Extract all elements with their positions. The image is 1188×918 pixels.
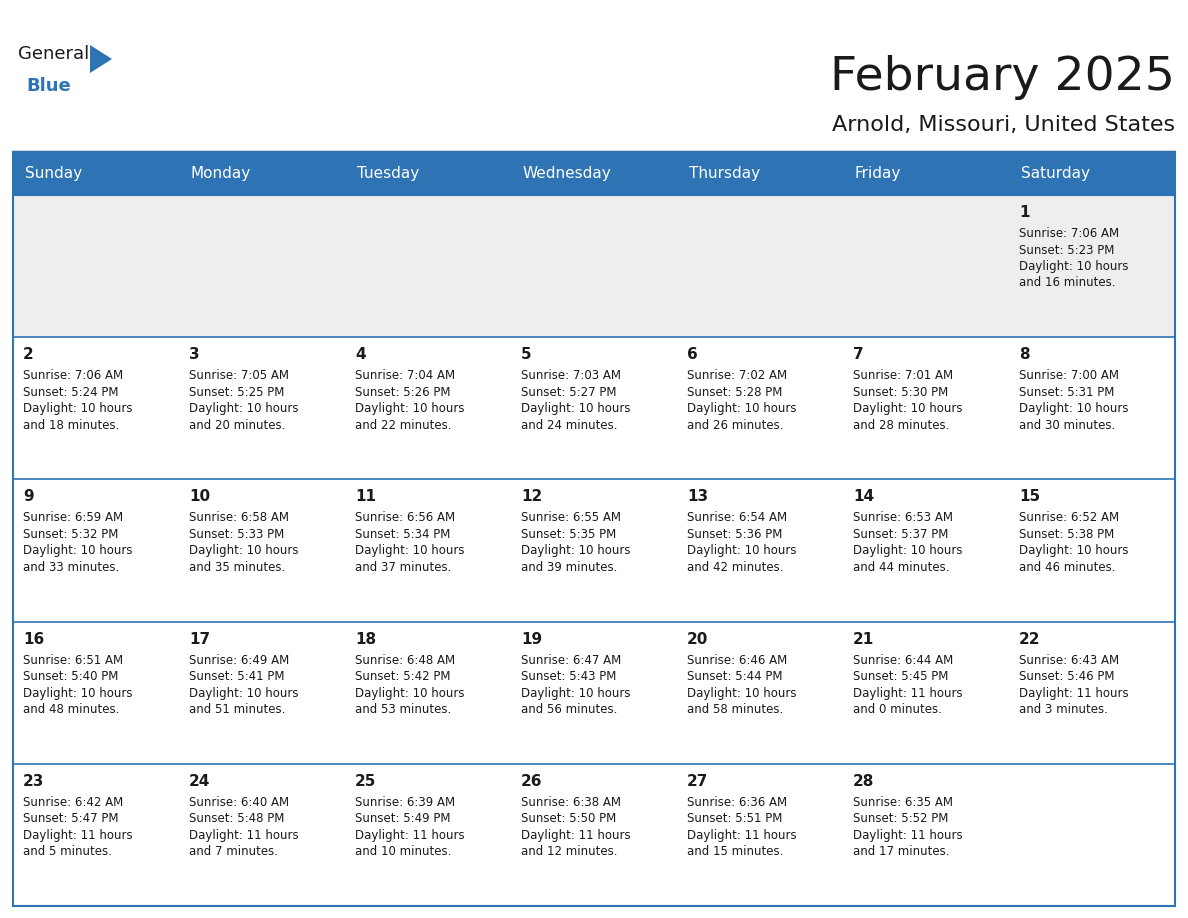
- Text: Sunrise: 7:04 AM
Sunset: 5:26 PM
Daylight: 10 hours
and 22 minutes.: Sunrise: 7:04 AM Sunset: 5:26 PM Dayligh…: [355, 369, 465, 431]
- Text: 1: 1: [1019, 205, 1030, 220]
- Text: Blue: Blue: [26, 77, 71, 95]
- Text: Sunrise: 6:35 AM
Sunset: 5:52 PM
Daylight: 11 hours
and 17 minutes.: Sunrise: 6:35 AM Sunset: 5:52 PM Dayligh…: [853, 796, 962, 858]
- Text: 27: 27: [687, 774, 708, 789]
- Text: Sunrise: 6:59 AM
Sunset: 5:32 PM
Daylight: 10 hours
and 33 minutes.: Sunrise: 6:59 AM Sunset: 5:32 PM Dayligh…: [23, 511, 133, 574]
- Text: 2: 2: [23, 347, 33, 363]
- Text: Saturday: Saturday: [1020, 166, 1091, 181]
- Text: Sunrise: 6:36 AM
Sunset: 5:51 PM
Daylight: 11 hours
and 15 minutes.: Sunrise: 6:36 AM Sunset: 5:51 PM Dayligh…: [687, 796, 797, 858]
- Text: 25: 25: [355, 774, 377, 789]
- Text: 4: 4: [355, 347, 366, 363]
- Text: Sunrise: 6:51 AM
Sunset: 5:40 PM
Daylight: 10 hours
and 48 minutes.: Sunrise: 6:51 AM Sunset: 5:40 PM Dayligh…: [23, 654, 133, 716]
- Text: Sunrise: 6:52 AM
Sunset: 5:38 PM
Daylight: 10 hours
and 46 minutes.: Sunrise: 6:52 AM Sunset: 5:38 PM Dayligh…: [1019, 511, 1129, 574]
- Bar: [13, 195, 1175, 337]
- Text: 13: 13: [687, 489, 708, 504]
- Text: 15: 15: [1019, 489, 1041, 504]
- Text: 3: 3: [189, 347, 200, 363]
- Text: 22: 22: [1019, 632, 1041, 646]
- Text: 11: 11: [355, 489, 375, 504]
- Text: Sunrise: 6:48 AM
Sunset: 5:42 PM
Daylight: 10 hours
and 53 minutes.: Sunrise: 6:48 AM Sunset: 5:42 PM Dayligh…: [355, 654, 465, 716]
- Bar: [13, 764, 1175, 906]
- Bar: [13, 337, 1175, 479]
- Text: Sunrise: 6:43 AM
Sunset: 5:46 PM
Daylight: 11 hours
and 3 minutes.: Sunrise: 6:43 AM Sunset: 5:46 PM Dayligh…: [1019, 654, 1129, 716]
- Bar: [13, 621, 1175, 764]
- Text: Arnold, Missouri, United States: Arnold, Missouri, United States: [832, 115, 1175, 135]
- Text: Friday: Friday: [855, 166, 902, 181]
- Text: 6: 6: [687, 347, 697, 363]
- Text: Tuesday: Tuesday: [358, 166, 419, 181]
- Text: 5: 5: [522, 347, 531, 363]
- Text: Sunrise: 6:44 AM
Sunset: 5:45 PM
Daylight: 11 hours
and 0 minutes.: Sunrise: 6:44 AM Sunset: 5:45 PM Dayligh…: [853, 654, 962, 716]
- Text: Sunrise: 7:06 AM
Sunset: 5:23 PM
Daylight: 10 hours
and 16 minutes.: Sunrise: 7:06 AM Sunset: 5:23 PM Dayligh…: [1019, 227, 1129, 289]
- Text: 8: 8: [1019, 347, 1030, 363]
- Text: Sunrise: 6:46 AM
Sunset: 5:44 PM
Daylight: 10 hours
and 58 minutes.: Sunrise: 6:46 AM Sunset: 5:44 PM Dayligh…: [687, 654, 796, 716]
- Text: February 2025: February 2025: [830, 55, 1175, 100]
- Text: Sunday: Sunday: [25, 166, 82, 181]
- Bar: [13, 152, 1175, 195]
- Text: 20: 20: [687, 632, 708, 646]
- Text: 12: 12: [522, 489, 542, 504]
- Text: 28: 28: [853, 774, 874, 789]
- Bar: [13, 479, 1175, 621]
- Text: 18: 18: [355, 632, 377, 646]
- Text: 21: 21: [853, 632, 874, 646]
- Text: Sunrise: 7:03 AM
Sunset: 5:27 PM
Daylight: 10 hours
and 24 minutes.: Sunrise: 7:03 AM Sunset: 5:27 PM Dayligh…: [522, 369, 631, 431]
- Text: 19: 19: [522, 632, 542, 646]
- Text: Sunrise: 6:47 AM
Sunset: 5:43 PM
Daylight: 10 hours
and 56 minutes.: Sunrise: 6:47 AM Sunset: 5:43 PM Dayligh…: [522, 654, 631, 716]
- Text: Sunrise: 7:05 AM
Sunset: 5:25 PM
Daylight: 10 hours
and 20 minutes.: Sunrise: 7:05 AM Sunset: 5:25 PM Dayligh…: [189, 369, 298, 431]
- Text: 16: 16: [23, 632, 44, 646]
- Text: 10: 10: [189, 489, 210, 504]
- Text: 23: 23: [23, 774, 44, 789]
- Text: Sunrise: 7:06 AM
Sunset: 5:24 PM
Daylight: 10 hours
and 18 minutes.: Sunrise: 7:06 AM Sunset: 5:24 PM Dayligh…: [23, 369, 133, 431]
- Text: Wednesday: Wednesday: [523, 166, 612, 181]
- Text: General: General: [18, 45, 89, 63]
- Text: 9: 9: [23, 489, 33, 504]
- Text: Sunrise: 6:40 AM
Sunset: 5:48 PM
Daylight: 11 hours
and 7 minutes.: Sunrise: 6:40 AM Sunset: 5:48 PM Dayligh…: [189, 796, 298, 858]
- Text: 24: 24: [189, 774, 210, 789]
- Text: Monday: Monday: [191, 166, 251, 181]
- Text: Sunrise: 6:58 AM
Sunset: 5:33 PM
Daylight: 10 hours
and 35 minutes.: Sunrise: 6:58 AM Sunset: 5:33 PM Dayligh…: [189, 511, 298, 574]
- Text: Sunrise: 7:02 AM
Sunset: 5:28 PM
Daylight: 10 hours
and 26 minutes.: Sunrise: 7:02 AM Sunset: 5:28 PM Dayligh…: [687, 369, 796, 431]
- Text: Sunrise: 6:49 AM
Sunset: 5:41 PM
Daylight: 10 hours
and 51 minutes.: Sunrise: 6:49 AM Sunset: 5:41 PM Dayligh…: [189, 654, 298, 716]
- Text: Sunrise: 6:39 AM
Sunset: 5:49 PM
Daylight: 11 hours
and 10 minutes.: Sunrise: 6:39 AM Sunset: 5:49 PM Dayligh…: [355, 796, 465, 858]
- Text: Sunrise: 6:54 AM
Sunset: 5:36 PM
Daylight: 10 hours
and 42 minutes.: Sunrise: 6:54 AM Sunset: 5:36 PM Dayligh…: [687, 511, 796, 574]
- Text: 17: 17: [189, 632, 210, 646]
- Text: Sunrise: 6:56 AM
Sunset: 5:34 PM
Daylight: 10 hours
and 37 minutes.: Sunrise: 6:56 AM Sunset: 5:34 PM Dayligh…: [355, 511, 465, 574]
- Text: Sunrise: 6:42 AM
Sunset: 5:47 PM
Daylight: 11 hours
and 5 minutes.: Sunrise: 6:42 AM Sunset: 5:47 PM Dayligh…: [23, 796, 133, 858]
- Text: 26: 26: [522, 774, 543, 789]
- Text: Thursday: Thursday: [689, 166, 760, 181]
- Text: Sunrise: 6:38 AM
Sunset: 5:50 PM
Daylight: 11 hours
and 12 minutes.: Sunrise: 6:38 AM Sunset: 5:50 PM Dayligh…: [522, 796, 631, 858]
- Text: Sunrise: 7:00 AM
Sunset: 5:31 PM
Daylight: 10 hours
and 30 minutes.: Sunrise: 7:00 AM Sunset: 5:31 PM Dayligh…: [1019, 369, 1129, 431]
- Text: Sunrise: 7:01 AM
Sunset: 5:30 PM
Daylight: 10 hours
and 28 minutes.: Sunrise: 7:01 AM Sunset: 5:30 PM Dayligh…: [853, 369, 962, 431]
- Text: 7: 7: [853, 347, 864, 363]
- Text: 14: 14: [853, 489, 874, 504]
- Text: Sunrise: 6:55 AM
Sunset: 5:35 PM
Daylight: 10 hours
and 39 minutes.: Sunrise: 6:55 AM Sunset: 5:35 PM Dayligh…: [522, 511, 631, 574]
- Text: Sunrise: 6:53 AM
Sunset: 5:37 PM
Daylight: 10 hours
and 44 minutes.: Sunrise: 6:53 AM Sunset: 5:37 PM Dayligh…: [853, 511, 962, 574]
- Polygon shape: [90, 45, 112, 73]
